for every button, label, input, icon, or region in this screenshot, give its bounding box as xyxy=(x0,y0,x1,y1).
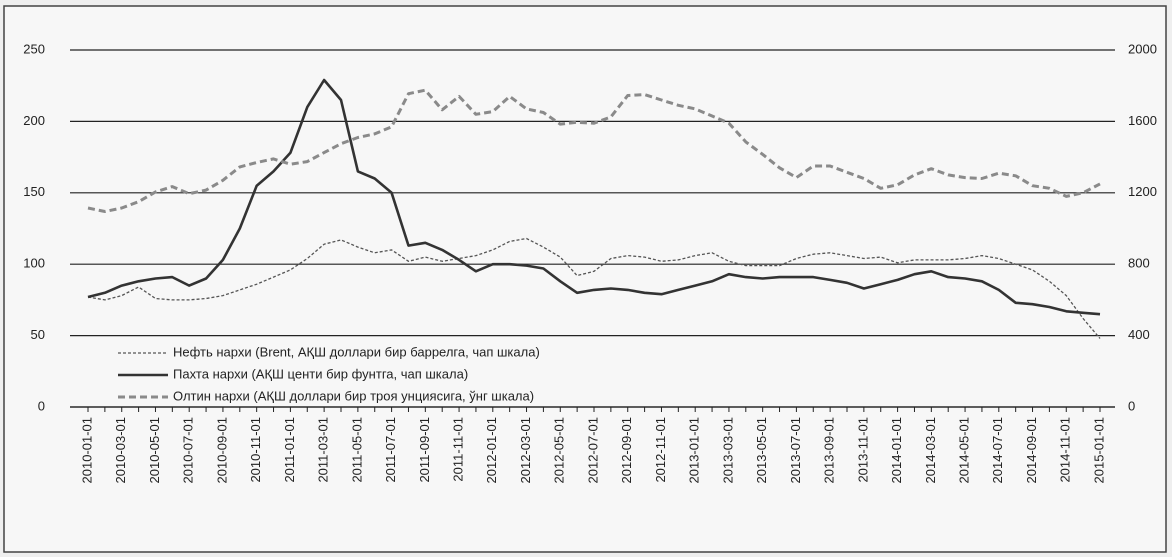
x-tick-label: 2010-07-01 xyxy=(181,417,196,484)
x-tick-label: 2012-07-01 xyxy=(585,417,600,484)
x-tick-label: 2011-09-01 xyxy=(417,417,432,483)
x-tick-label: 2013-09-01 xyxy=(822,417,837,484)
x-tick-label: 2011-01-01 xyxy=(282,417,297,483)
x-tick-label: 2012-01-01 xyxy=(484,417,499,484)
y2-tick-label: 2000 xyxy=(1128,41,1157,56)
legend-label: Пахта нархи (АҚШ центи бир фунтга, чап ш… xyxy=(173,366,468,381)
x-tick-label: 2012-05-01 xyxy=(552,417,567,484)
y-tick-label: 0 xyxy=(38,398,45,413)
x-tick-label: 2011-07-01 xyxy=(383,417,398,483)
series-line xyxy=(87,78,1101,316)
x-tick-label: 2012-11-01 xyxy=(653,417,668,483)
x-tick-label: 2014-05-01 xyxy=(957,417,972,484)
x-tick-label: 2011-05-01 xyxy=(349,417,364,483)
y2-tick-label: 1600 xyxy=(1128,113,1157,128)
x-tick-label: 2010-01-01 xyxy=(79,417,94,484)
x-tick-label: 2012-09-01 xyxy=(619,417,634,484)
y-tick-label: 50 xyxy=(31,327,45,342)
x-tick-label: 2013-05-01 xyxy=(754,417,769,484)
series-line xyxy=(87,88,1101,213)
x-tick-label: 2010-03-01 xyxy=(113,417,128,484)
x-tick-label: 2013-03-01 xyxy=(720,417,735,484)
y2-tick-label: 800 xyxy=(1128,256,1150,271)
x-tick-label: 2013-11-01 xyxy=(855,417,870,483)
series-line xyxy=(87,237,1101,339)
x-tick-label: 2011-11-01 xyxy=(451,417,466,482)
x-tick-label: 2014-01-01 xyxy=(889,417,904,484)
legend-label: Нефть нархи (Brent, АҚШ доллари бир барр… xyxy=(173,344,540,359)
x-tick-label: 2012-03-01 xyxy=(518,417,533,484)
y-tick-label: 100 xyxy=(23,256,45,271)
x-tick-label: 2014-11-01 xyxy=(1058,417,1073,483)
y-tick-label: 200 xyxy=(23,113,45,128)
x-tick-label: 2010-05-01 xyxy=(147,417,162,484)
y-tick-label: 150 xyxy=(23,184,45,199)
x-tick-label: 2010-09-01 xyxy=(214,417,229,484)
y2-tick-label: 0 xyxy=(1128,398,1135,413)
x-tick-label: 2014-09-01 xyxy=(1024,417,1039,484)
x-tick-label: 2013-07-01 xyxy=(788,417,803,484)
legend-label: Олтин нархи (АҚШ доллари бир троя унцияс… xyxy=(173,388,534,403)
x-tick-label: 2014-03-01 xyxy=(923,417,938,484)
x-tick-label: 2014-07-01 xyxy=(990,417,1005,484)
y2-tick-label: 1200 xyxy=(1128,184,1157,199)
x-tick-label: 2010-11-01 xyxy=(248,417,263,483)
y2-tick-label: 400 xyxy=(1128,327,1150,342)
x-tick-label: 2011-03-01 xyxy=(316,417,331,483)
x-tick-label: 2013-01-01 xyxy=(687,417,702,484)
y-tick-label: 250 xyxy=(23,41,45,56)
x-tick-label: 2015-01-01 xyxy=(1091,417,1106,484)
